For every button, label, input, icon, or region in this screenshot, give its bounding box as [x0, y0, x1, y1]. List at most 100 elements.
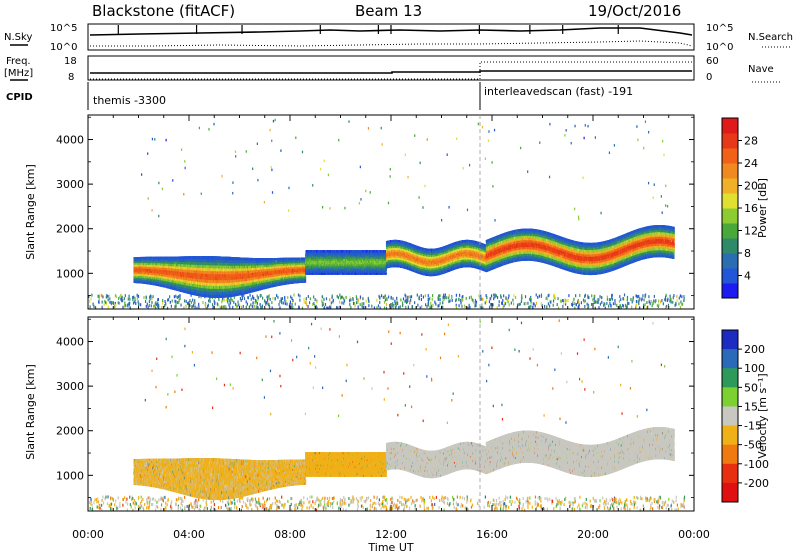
ground-scatter-cell	[513, 294, 514, 297]
ground-scatter-cell	[587, 303, 588, 306]
ground-scatter-cell	[177, 296, 178, 299]
ground-scatter-cell	[396, 302, 397, 305]
frequency-line	[90, 71, 692, 73]
ground-scatter-cell	[437, 297, 438, 300]
ground-scatter-cell	[360, 303, 361, 306]
ground-scatter-cell	[491, 294, 492, 297]
ground-scatter-cell	[252, 301, 253, 304]
ground-scatter-cell	[498, 304, 499, 307]
ground-scatter-cell	[585, 294, 586, 297]
noise-right-tick-top: 10^5	[706, 23, 733, 34]
ground-scatter-cell	[651, 300, 652, 303]
ground-scatter-cell	[285, 300, 286, 303]
ground-scatter-cell	[565, 299, 566, 302]
ground-scatter-cell	[281, 297, 282, 300]
ground-scatter-cell	[392, 302, 393, 305]
ground-scatter-cell	[417, 294, 418, 297]
ground-scatter-cell	[307, 305, 308, 308]
ground-scatter-cell	[120, 298, 121, 301]
ground-scatter-cell	[115, 304, 116, 307]
ground-scatter-cell	[376, 299, 377, 302]
ground-scatter-cell	[124, 297, 125, 300]
ground-scatter-cell	[639, 298, 640, 301]
ground-scatter-cell	[452, 299, 453, 302]
ground-scatter-cell	[432, 294, 433, 297]
ground-scatter-cell	[456, 306, 457, 309]
ground-scatter-cell	[427, 302, 428, 305]
ground-scatter-cell	[462, 298, 463, 301]
ground-scatter-cell	[505, 296, 506, 299]
ground-scatter-cell	[129, 298, 130, 301]
ground-scatter-cell	[425, 303, 426, 306]
ground-scatter-cell	[97, 295, 98, 298]
ground-scatter-cell	[102, 301, 103, 304]
ground-scatter-cell	[323, 298, 324, 301]
ground-scatter-cell	[132, 298, 133, 301]
ground-scatter-cell	[521, 297, 522, 300]
ground-scatter-cell	[379, 301, 380, 304]
ground-scatter-cell	[315, 298, 316, 301]
ground-scatter-cell	[579, 294, 580, 297]
ground-scatter-cell	[102, 306, 103, 309]
ground-scatter-cell	[405, 306, 406, 309]
ground-scatter-cell	[177, 301, 178, 304]
ground-scatter-cell	[232, 306, 233, 309]
ground-scatter-cell	[392, 297, 393, 300]
ground-scatter-cell	[217, 302, 218, 305]
ground-scatter-cell	[628, 302, 629, 305]
ground-scatter-cell	[426, 305, 427, 308]
ground-scatter-cell	[333, 299, 334, 302]
ground-scatter-cell	[560, 300, 561, 303]
ground-scatter-cell	[578, 301, 579, 304]
ground-scatter-cell	[432, 304, 433, 307]
ground-scatter-cell	[105, 301, 106, 304]
ground-scatter-cell	[152, 295, 153, 298]
ground-scatter-cell	[120, 294, 121, 297]
ground-scatter-cell	[669, 299, 670, 302]
ground-scatter-cell	[169, 295, 170, 298]
ground-scatter-cell	[184, 299, 185, 302]
ground-scatter-cell	[299, 295, 300, 298]
ground-scatter-cell	[189, 299, 190, 302]
ground-scatter-cell	[91, 297, 92, 300]
ground-scatter-cell	[147, 306, 148, 309]
ground-scatter-cell	[104, 303, 105, 306]
ground-scatter-cell	[170, 301, 171, 304]
ground-scatter-cell	[431, 305, 432, 308]
ground-scatter-cell	[646, 301, 647, 304]
ground-scatter-cell	[168, 298, 169, 301]
ground-scatter-cell	[111, 302, 112, 305]
ground-scatter-cell	[291, 297, 292, 300]
ground-scatter-cell	[102, 295, 103, 298]
ground-scatter-cell	[627, 302, 628, 305]
ground-scatter-cell	[515, 296, 516, 299]
ground-scatter-cell	[127, 303, 128, 306]
ground-scatter-cell	[338, 296, 339, 299]
ground-scatter-cell	[417, 304, 418, 307]
ground-scatter-cell	[107, 295, 108, 298]
ground-scatter-cell	[645, 303, 646, 306]
ground-scatter-cell	[471, 296, 472, 299]
ground-scatter-cell	[425, 294, 426, 297]
freq-left-tick-bottom: 8	[68, 72, 74, 83]
ground-scatter-cell	[355, 304, 356, 307]
ground-scatter-cell	[175, 303, 176, 306]
ground-scatter-cell	[460, 299, 461, 302]
ground-scatter-cell	[125, 304, 126, 307]
ground-scatter-cell	[257, 295, 258, 298]
ground-scatter-cell	[630, 298, 631, 301]
ground-scatter-cell	[312, 303, 313, 306]
ground-scatter-cell	[155, 301, 156, 304]
cpid-mode-2: interleavedscan (fast) -191	[484, 85, 633, 98]
ground-scatter-cell	[242, 297, 243, 300]
ground-scatter-cell	[577, 301, 578, 304]
ground-scatter-cell	[346, 296, 347, 299]
ground-scatter-cell	[423, 296, 424, 299]
ground-scatter-cell	[246, 306, 247, 309]
ground-scatter-cell	[91, 294, 92, 297]
ground-scatter-cell	[627, 296, 628, 299]
ground-scatter-cell	[343, 297, 344, 300]
ground-scatter-cell	[118, 297, 119, 300]
ground-scatter-cell	[631, 306, 632, 309]
ground-scatter-cell	[421, 294, 422, 297]
